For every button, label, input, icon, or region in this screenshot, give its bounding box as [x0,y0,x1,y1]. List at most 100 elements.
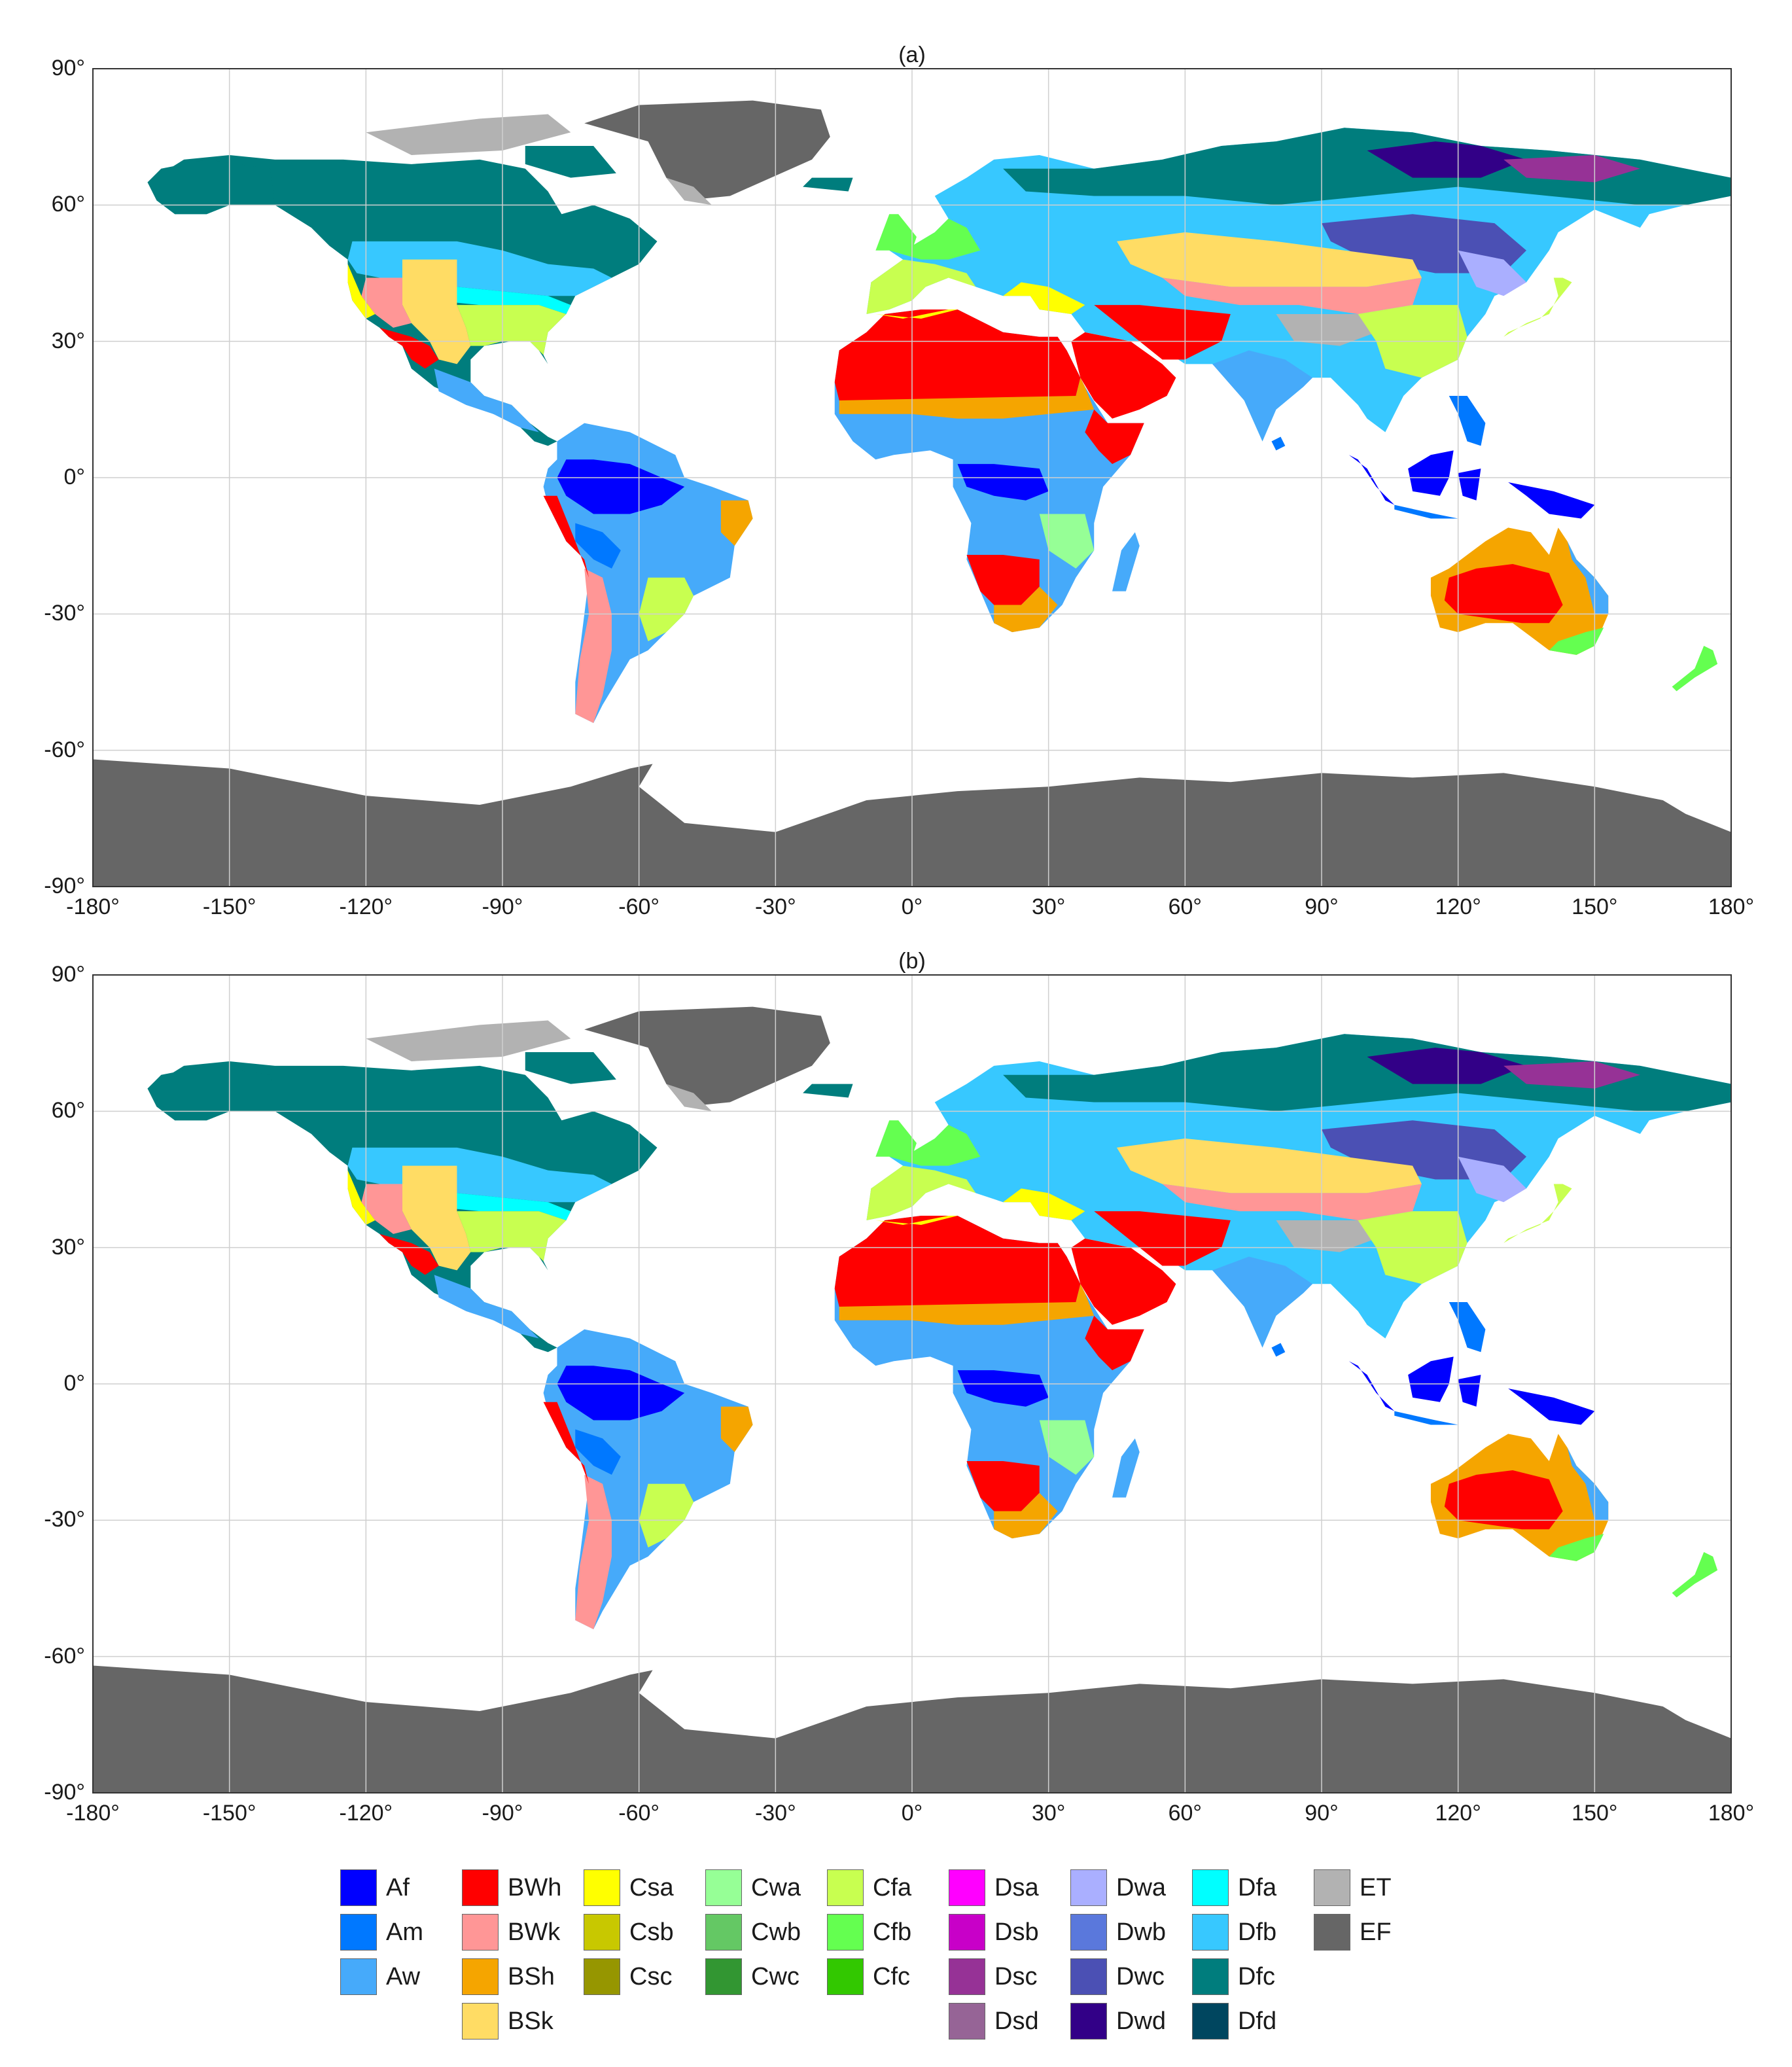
legend-item-dfa: Dfa [1192,1869,1276,1907]
legend-swatch [949,1914,985,1951]
legend-item-cfb: Cfb [827,1913,911,1951]
legend-item-cfc: Cfc [827,1958,910,1996]
longitude-tick-label: 30° [1031,894,1066,919]
legend-item-af: Af [340,1869,410,1907]
legend-item-dsd: Dsd [949,2002,1039,2040]
longitude-tick-label: -60° [618,894,660,919]
legend-label: ET [1360,1873,1392,1901]
latitude-tick-label: 30° [51,1234,85,1260]
legend-swatch [705,1869,742,1906]
longitude-tick-label: -60° [618,1801,660,1826]
legend-item-dsc: Dsc [949,1958,1037,1996]
legend-item-dwa: Dwa [1070,1869,1166,1907]
longitude-tick-label: 60° [1168,1801,1203,1826]
legend-label: Dwd [1116,2007,1167,2035]
legend-swatch [949,1869,985,1906]
legend-label: Cwb [751,1918,801,1946]
legend-item-dfd: Dfd [1192,2002,1276,2040]
longitude-tick-label: -120° [339,894,393,919]
longitude-tick-label: -180° [66,894,120,919]
latitude-tick-label: 30° [51,328,85,353]
legend-label: BSh [508,1962,555,1990]
latitude-tick-label: -60° [44,737,85,762]
legend-label: Dwa [1116,1873,1167,1901]
legend-item-bwk: BWk [462,1913,560,1951]
legend-item-dwd: Dwd [1070,2002,1166,2040]
legend-label: Dfa [1238,1873,1277,1901]
latitude-tick-label: -30° [44,601,85,626]
longitude-tick-label: 180° [1708,1801,1755,1826]
legend-item-cwb: Cwb [705,1913,801,1951]
legend-swatch [584,1869,620,1906]
legend-item-bsk: BSk [462,2002,553,2040]
latitude-tick-label: -30° [44,1507,85,1532]
legend-swatch [705,1958,742,1995]
legend-swatch [462,1914,499,1951]
legend-swatch [1070,2003,1107,2040]
legend-item-dwc: Dwc [1070,1958,1165,1996]
legend-swatch [1192,1914,1229,1951]
legend-swatch [462,2003,499,2040]
legend-swatch [1192,1869,1229,1906]
legend-label: Cwa [751,1873,801,1901]
legend-label: Csb [629,1918,674,1946]
legend-label: Dsc [994,1962,1038,1990]
legend-swatch [827,1958,864,1995]
latitude-tick-label: -90° [44,1780,85,1805]
longitude-tick-label: -90° [482,1801,523,1826]
map-frame [92,68,1732,887]
longitude-tick-label: -90° [482,894,523,919]
legend-swatch [1070,1869,1107,1906]
legend-item-am: Am [340,1913,423,1951]
map-frame [92,974,1732,1793]
longitude-tick-label: 120° [1435,894,1481,919]
legend-item-bsh: BSh [462,1958,555,1996]
longitude-tick-label: -150° [202,1801,256,1826]
legend-label: Dwc [1116,1962,1165,1990]
legend-label: Cfa [873,1873,912,1901]
legend-label: Dfb [1238,1918,1277,1946]
legend-swatch [1070,1914,1107,1951]
legend-item-cfa: Cfa [827,1869,911,1907]
longitude-tick-label: -150° [202,894,256,919]
legend-label: Aw [386,1962,421,1990]
legend-swatch [340,1914,377,1951]
legend-label: Cfc [873,1962,910,1990]
legend-swatch [1070,1958,1107,1995]
legend-label: Cwc [751,1962,799,1990]
latitude-tick-label: 60° [51,192,85,217]
legend-label: Csa [629,1873,674,1901]
longitude-tick-label: 60° [1168,894,1203,919]
legend: Af Am Aw BWh BWk BSh BSk Csa Csb Csc Cwa Cwb Cwc Cfa C… [340,1869,1479,2052]
legend-item-aw: Aw [340,1958,420,1996]
legend-label: Dfc [1238,1962,1275,1990]
longitude-tick-label: -120° [339,1801,393,1826]
latitude-tick-label: -60° [44,1643,85,1669]
legend-label: Dwb [1116,1918,1167,1946]
longitude-tick-label: -30° [754,1801,796,1826]
legend-label: BWk [508,1918,561,1946]
longitude-tick-label: 120° [1435,1801,1481,1826]
longitude-tick-label: 90° [1305,894,1339,919]
longitude-tick-label: 150° [1572,1801,1618,1826]
legend-label: Af [386,1873,410,1901]
latitude-tick-label: 60° [51,1098,85,1123]
longitude-tick-label: -30° [754,894,796,919]
longitude-tick-label: 180° [1708,894,1755,919]
legend-item-dfb: Dfb [1192,1913,1276,1951]
legend-item-dsb: Dsb [949,1913,1039,1951]
legend-label: Dfd [1238,2007,1277,2035]
legend-item-dfc: Dfc [1192,1958,1275,1996]
longitude-tick-label: 0° [901,894,923,919]
legend-swatch [340,1958,377,1995]
legend-swatch [584,1914,620,1951]
panel-title: (b) [898,949,926,974]
legend-label: Am [386,1918,423,1946]
longitude-tick-label: 30° [1031,1801,1066,1826]
legend-item-cwa: Cwa [705,1869,801,1907]
latitude-tick-label: 90° [51,962,85,987]
map-panel-a [92,68,1732,887]
map-panel-b [92,974,1732,1793]
legend-label: Dsa [994,1873,1039,1901]
